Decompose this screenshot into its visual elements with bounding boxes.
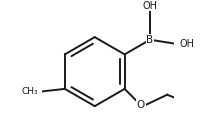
Text: O: O [137,100,145,110]
Text: OH: OH [179,39,194,49]
Text: B: B [146,35,154,45]
Text: CH₃: CH₃ [21,87,38,96]
Text: OH: OH [143,1,157,11]
